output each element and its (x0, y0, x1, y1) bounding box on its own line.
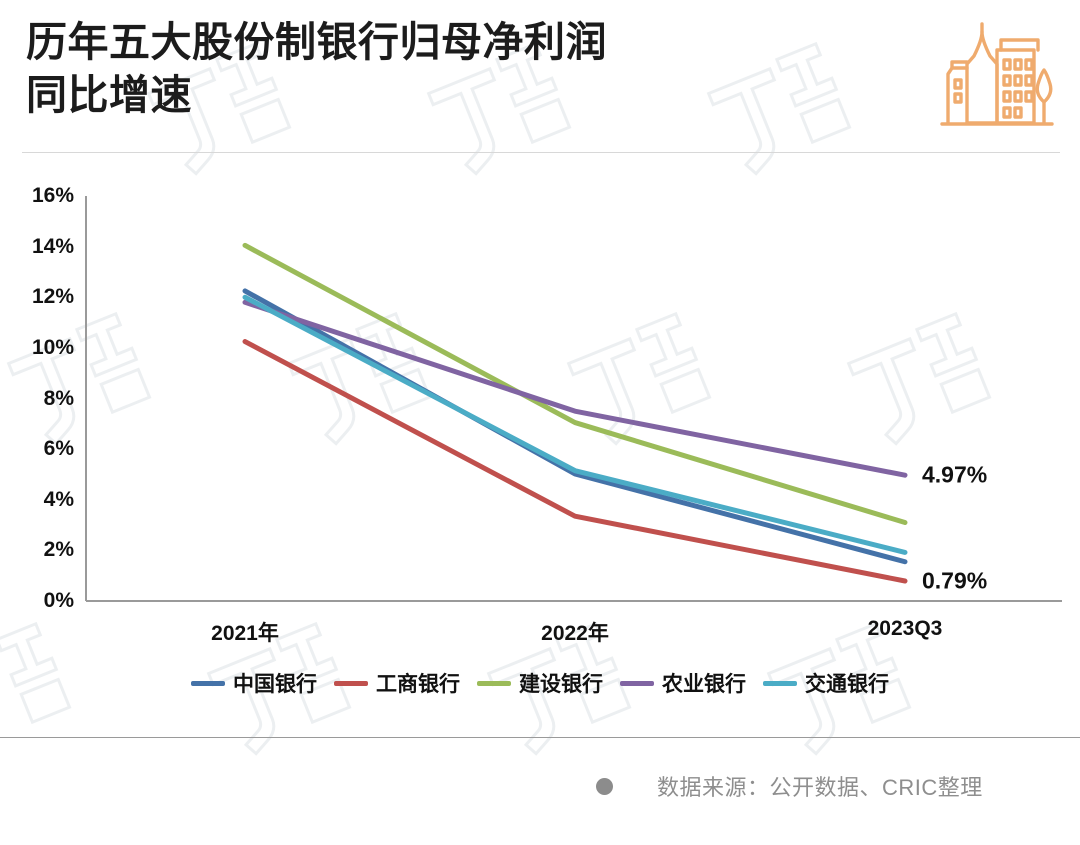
y-tick-16%: 16% (31, 184, 74, 207)
legend-label: 中国银行 (233, 673, 317, 696)
source-note: 数据来源：公开数据、CRIC整理 (596, 770, 983, 802)
legend-label: 交通银行 (805, 673, 889, 696)
legend-swatch-icon (334, 680, 368, 686)
y-tick-2%: 2% (43, 538, 74, 562)
footer-divider (0, 737, 1080, 738)
x-tick-2021年: 2021年 (211, 622, 279, 645)
y-tick-14%: 14% (31, 234, 74, 258)
source-bullet-icon (596, 777, 613, 795)
data-label-农业银行: 4.97% (922, 461, 988, 488)
series-line-农业银行 (242, 299, 908, 478)
series-line-工商银行 (242, 339, 908, 584)
x-tick-2023Q3: 2023Q3 (867, 617, 943, 640)
legend-swatch-icon (620, 680, 654, 686)
legend-label: 建设银行 (519, 673, 603, 696)
legend-item-建设银行[interactable]: 建设银行 (477, 668, 603, 698)
legend-swatch-icon (477, 680, 511, 686)
chart-series (242, 242, 908, 584)
legend-swatch-icon (191, 680, 225, 686)
chart-axes (85, 196, 1062, 602)
y-tick-12%: 12% (31, 285, 74, 309)
y-tick-10%: 10% (31, 335, 74, 359)
header-divider (22, 152, 1060, 153)
data-label-工商银行: 0.79% (922, 567, 988, 594)
legend-item-农业银行[interactable]: 农业银行 (620, 668, 746, 698)
y-tick-4%: 4% (43, 487, 74, 511)
legend-label: 工商银行 (376, 673, 460, 696)
y-tick-6%: 6% (43, 437, 74, 461)
chart-legend: 中国银行 工商银行 建设银行 农业银行 交通银行 (0, 668, 1080, 698)
page-title: 历年五大股份制银行归母净利润 同比增速 (26, 19, 607, 119)
legend-item-中国银行[interactable]: 中国银行 (191, 668, 317, 698)
x-tick-2022年: 2022年 (541, 622, 609, 645)
legend-item-工商银行[interactable]: 工商银行 (334, 668, 460, 698)
legend-swatch-icon (763, 680, 797, 686)
y-tick-0%: 0% (43, 589, 74, 612)
source-text: 数据来源：公开数据、CRIC整理 (657, 775, 983, 800)
legend-item-交通银行[interactable]: 交通银行 (763, 668, 889, 698)
legend-label: 农业银行 (662, 673, 746, 696)
series-line-中国银行 (242, 288, 908, 565)
chart-header: 历年五大股份制银行归母净利润 同比增速 (0, 0, 1080, 155)
city-buildings-icon (934, 18, 1056, 136)
series-line-建设银行 (242, 242, 908, 526)
y-tick-8%: 8% (43, 386, 74, 410)
